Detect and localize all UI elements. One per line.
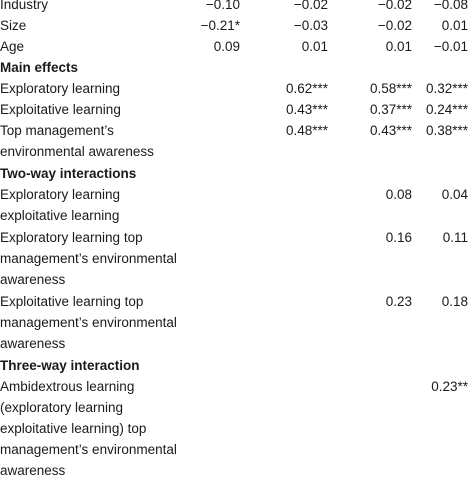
model-3-value: 0.58*** [369,81,412,96]
model-4-value: 0.18 [441,294,468,309]
model-3-value: −0.02 [377,0,412,12]
section-heading-two-way-interactions: Two-way interactions [0,163,474,184]
model-2-value: 0.01 [301,39,328,54]
section-heading-three-way-interaction: Three-way interaction [0,355,474,376]
model-1-value: −0.21* [200,18,240,33]
table-row-age: Age 0.09 0.01 0.01 −0.01 [0,36,474,57]
table-row-ambidextrous-learning: Ambidextrous learning (exploratory learn… [0,376,474,478]
row-label: Exploratory learning [0,81,121,96]
table-row-size: Size −0.21* −0.03 −0.02 0.01 [0,15,474,36]
model-2-value: −0.02 [293,0,328,12]
model-3-value: 0.16 [385,230,412,245]
model-2-value: 0.48*** [285,123,328,138]
model-4-value: 0.23** [431,379,468,394]
table-row-top-management-awareness: Top management’s environmental awareness… [0,120,474,163]
model-4-value: 0.32*** [425,81,468,96]
table-row-exploitative-learning: Exploitative learning 0.43*** 0.37*** 0.… [0,99,474,120]
table-row-industry: Industry −0.10 −0.02 −0.02 −0.08 [0,0,474,15]
row-label: Ambidextrous learning (exploratory learn… [0,379,177,478]
row-label: Exploratory learning exploitative learni… [0,187,121,223]
section-heading-main-effects: Main effects [0,57,474,78]
model-3-value: 0.43*** [369,123,412,138]
model-4-value: 0.11 [442,230,468,245]
model-2-value: −0.03 [293,18,328,33]
row-label: Top management’s environmental awareness [0,123,154,159]
model-1-value: 0.09 [213,39,240,54]
model-3-value: 0.37*** [369,102,412,117]
model-2-value: 0.43*** [285,102,328,117]
table-row-exploratory-top-management: Exploratory learning top management’s en… [0,227,474,291]
model-1-value: −0.10 [205,0,240,12]
model-3-value: 0.01 [385,39,412,54]
model-3-value: 0.08 [385,187,412,202]
row-label: Exploratory learning top management’s en… [0,230,177,287]
table-row-exploitative-top-management: Exploitative learning top management’s e… [0,291,474,355]
row-label: Exploitative learning top management’s e… [0,294,177,351]
table-row-exploratory-exploitative: Exploratory learning exploitative learni… [0,184,474,227]
section-label: Main effects [0,60,79,75]
model-3-value: −0.02 [377,18,412,33]
model-4-value: −0.01 [433,39,468,54]
row-label: Industry [0,0,49,12]
model-4-value: 0.38*** [425,123,468,138]
table-row-exploratory-learning: Exploratory learning 0.62*** 0.58*** 0.3… [0,78,474,99]
model-4-value: 0.01 [441,18,468,33]
section-label: Three-way interaction [0,358,140,373]
section-label: Two-way interactions [0,166,137,181]
row-label: Age [0,39,25,54]
model-4-value: −0.08 [433,0,468,12]
row-label: Size [0,18,27,33]
model-4-value: 0.04 [441,187,468,202]
model-4-value: 0.24*** [425,102,468,117]
model-3-value: 0.23 [385,294,412,309]
model-2-value: 0.62*** [285,81,328,96]
row-label: Exploitative learning [0,102,121,117]
